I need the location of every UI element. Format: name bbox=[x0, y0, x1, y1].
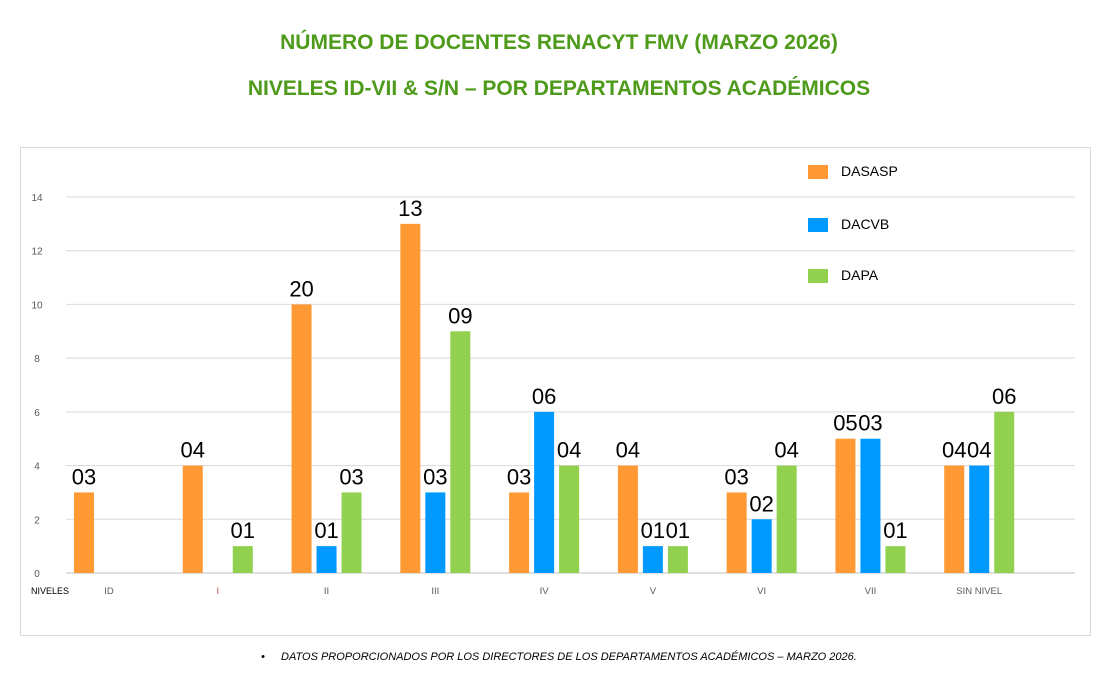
legend-swatch-dacvb bbox=[808, 218, 828, 232]
x-tick-label: II bbox=[324, 586, 329, 597]
legend-label: DACVB bbox=[841, 216, 889, 232]
footer-note: • DATOS PROPORCIONADOS POR LOS DIRECTORES… bbox=[0, 651, 1118, 663]
bar-dasasp bbox=[291, 304, 312, 573]
bar-dasasp bbox=[182, 465, 203, 573]
y-tick-label: 10 bbox=[31, 300, 43, 311]
x-tick-label: VII bbox=[865, 586, 877, 597]
data-label: 04 bbox=[942, 438, 966, 463]
y-tick-label: 2 bbox=[34, 515, 40, 526]
data-label: 01 bbox=[641, 518, 665, 543]
x-axis-title: NIVELES bbox=[31, 586, 69, 596]
data-label: 03 bbox=[507, 464, 531, 489]
x-tick-label: III bbox=[431, 586, 439, 597]
bar-dapa bbox=[994, 411, 1015, 573]
chart-title: NÚMERO DE DOCENTES RENACYT FMV (MARZO 20… bbox=[280, 31, 838, 54]
data-label: 03 bbox=[858, 411, 882, 436]
bar-dapa bbox=[776, 465, 797, 573]
bar-dapa bbox=[885, 546, 906, 573]
data-label: 03 bbox=[72, 464, 96, 489]
data-label: 03 bbox=[724, 464, 748, 489]
data-label: 04 bbox=[616, 438, 640, 463]
legend-swatch-dasasp bbox=[808, 165, 828, 179]
bar-dasasp bbox=[726, 492, 747, 573]
data-label: 03 bbox=[423, 464, 447, 489]
data-label: 01 bbox=[314, 518, 338, 543]
data-label: 05 bbox=[833, 411, 857, 436]
data-label: 01 bbox=[883, 518, 907, 543]
data-label: 04 bbox=[557, 438, 581, 463]
x-tick-label: V bbox=[650, 586, 657, 597]
chart-subtitle: NIVELES ID-VII & S/N – POR DEPARTAMENTOS… bbox=[247, 77, 871, 100]
y-tick-label: 6 bbox=[34, 408, 40, 419]
bullet-icon: • bbox=[261, 651, 266, 663]
bar-dasasp bbox=[944, 465, 965, 573]
data-label: 06 bbox=[992, 384, 1016, 409]
bar-dacvb bbox=[534, 411, 555, 573]
bar-dasasp bbox=[74, 492, 94, 573]
chart-frame bbox=[20, 147, 1091, 636]
y-tick-label: 0 bbox=[34, 569, 40, 580]
bar-dapa bbox=[232, 546, 253, 573]
y-tick-label: 12 bbox=[31, 247, 43, 258]
data-label: 06 bbox=[532, 384, 556, 409]
bar-dapa bbox=[341, 492, 362, 573]
data-label: 13 bbox=[398, 196, 422, 221]
data-label: 04 bbox=[774, 438, 798, 463]
bar-dacvb bbox=[316, 546, 337, 573]
y-tick-label: 4 bbox=[34, 462, 40, 473]
bar-dapa bbox=[667, 546, 688, 573]
data-label: 04 bbox=[967, 438, 991, 463]
data-label: 09 bbox=[448, 303, 472, 328]
bar-dasasp bbox=[400, 223, 421, 573]
data-label: 04 bbox=[181, 438, 205, 463]
x-tick-label: IV bbox=[540, 586, 550, 597]
bar-dasasp bbox=[617, 465, 638, 573]
bar-dacvb bbox=[969, 465, 990, 573]
footer-text: DATOS PROPORCIONADOS POR LOS DIRECTORES … bbox=[281, 651, 857, 663]
y-tick-label: 8 bbox=[34, 354, 40, 365]
data-label: 01 bbox=[666, 518, 690, 543]
legend-label: DASASP bbox=[841, 163, 898, 179]
bar-dapa bbox=[450, 331, 471, 573]
bar-dacvb bbox=[642, 546, 663, 573]
data-label: 01 bbox=[231, 518, 255, 543]
bar-dasasp bbox=[509, 492, 530, 573]
x-tick-label: VI bbox=[757, 586, 766, 597]
data-label: 02 bbox=[749, 491, 773, 516]
y-tick-label: 14 bbox=[31, 193, 43, 204]
bar-dapa bbox=[559, 465, 580, 573]
legend-label: DAPA bbox=[841, 267, 879, 283]
x-tick-label: I bbox=[216, 586, 219, 597]
data-label: 03 bbox=[339, 464, 363, 489]
data-label: 20 bbox=[289, 276, 313, 301]
legend-swatch-dapa bbox=[808, 269, 828, 283]
bar-dasasp bbox=[835, 438, 856, 573]
x-tick-label: ID bbox=[104, 586, 114, 597]
x-tick-label: SIN NIVEL bbox=[956, 586, 1002, 597]
bar-dacvb bbox=[860, 438, 881, 573]
bar-dacvb bbox=[425, 492, 446, 573]
bar-dacvb bbox=[751, 519, 772, 573]
